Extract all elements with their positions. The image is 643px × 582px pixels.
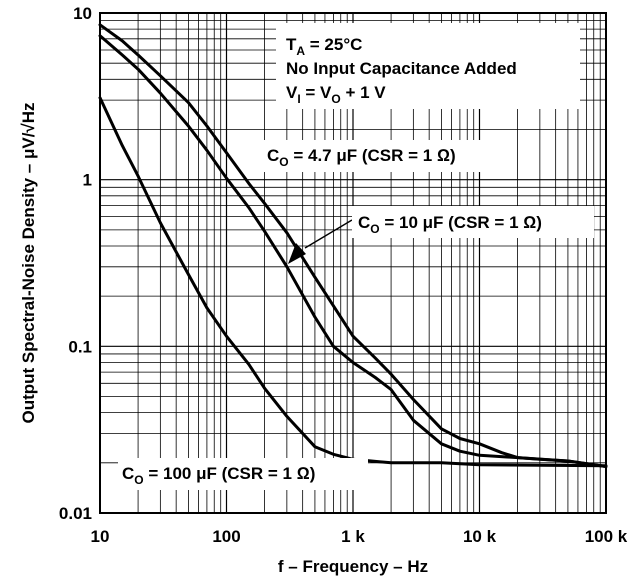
- y-tick-label: 0.1: [68, 337, 92, 356]
- condition-input-capacitance: No Input Capacitance Added: [286, 59, 517, 78]
- plot-frame: [99, 12, 607, 514]
- y-tick-label: 10: [73, 4, 92, 23]
- series-label-100uf: CO = 100 μF (CSR = 1 Ω): [122, 464, 315, 487]
- y-tick-labels: 10 1 0.1 0.01: [59, 4, 92, 523]
- series-line-4p7uf: [98, 23, 608, 468]
- label-bg-4p7uf: [262, 140, 506, 172]
- series-line-100uf: [98, 96, 608, 468]
- label-bg-100uf: [118, 458, 368, 490]
- x-tick-labels: 10 100 1 k 10 k 100 k: [91, 527, 628, 546]
- y-axis-label: Output Spectral-Noise Density – μV/√Hz: [19, 102, 38, 423]
- x-axis-label: f – Frequency – Hz: [278, 557, 428, 576]
- series-label-4p7uf: CO = 4.7 μF (CSR = 1 Ω): [267, 146, 456, 169]
- condition-temperature: TA = 25°C: [286, 35, 362, 58]
- x-tick-label: 100 k: [585, 527, 628, 546]
- x-tick-label: 10: [91, 527, 110, 546]
- x-tick-label: 10 k: [463, 527, 497, 546]
- x-tick-label: 100: [212, 527, 240, 546]
- label-bg-10uf: [352, 206, 594, 238]
- series-lines: [98, 23, 608, 468]
- condition-voltage: VI = VO + 1 V: [286, 83, 386, 106]
- y-tick-label: 1: [83, 171, 92, 190]
- y-tick-label: 0.01: [59, 504, 92, 523]
- series-line-10uf: [98, 34, 608, 468]
- callout-arrow-icon: [288, 243, 306, 264]
- x-tick-label: 1 k: [341, 527, 365, 546]
- conditions-box: [276, 23, 580, 109]
- callout-leader: [304, 219, 353, 249]
- series-label-10uf: CO = 10 μF (CSR = 1 Ω): [358, 213, 542, 236]
